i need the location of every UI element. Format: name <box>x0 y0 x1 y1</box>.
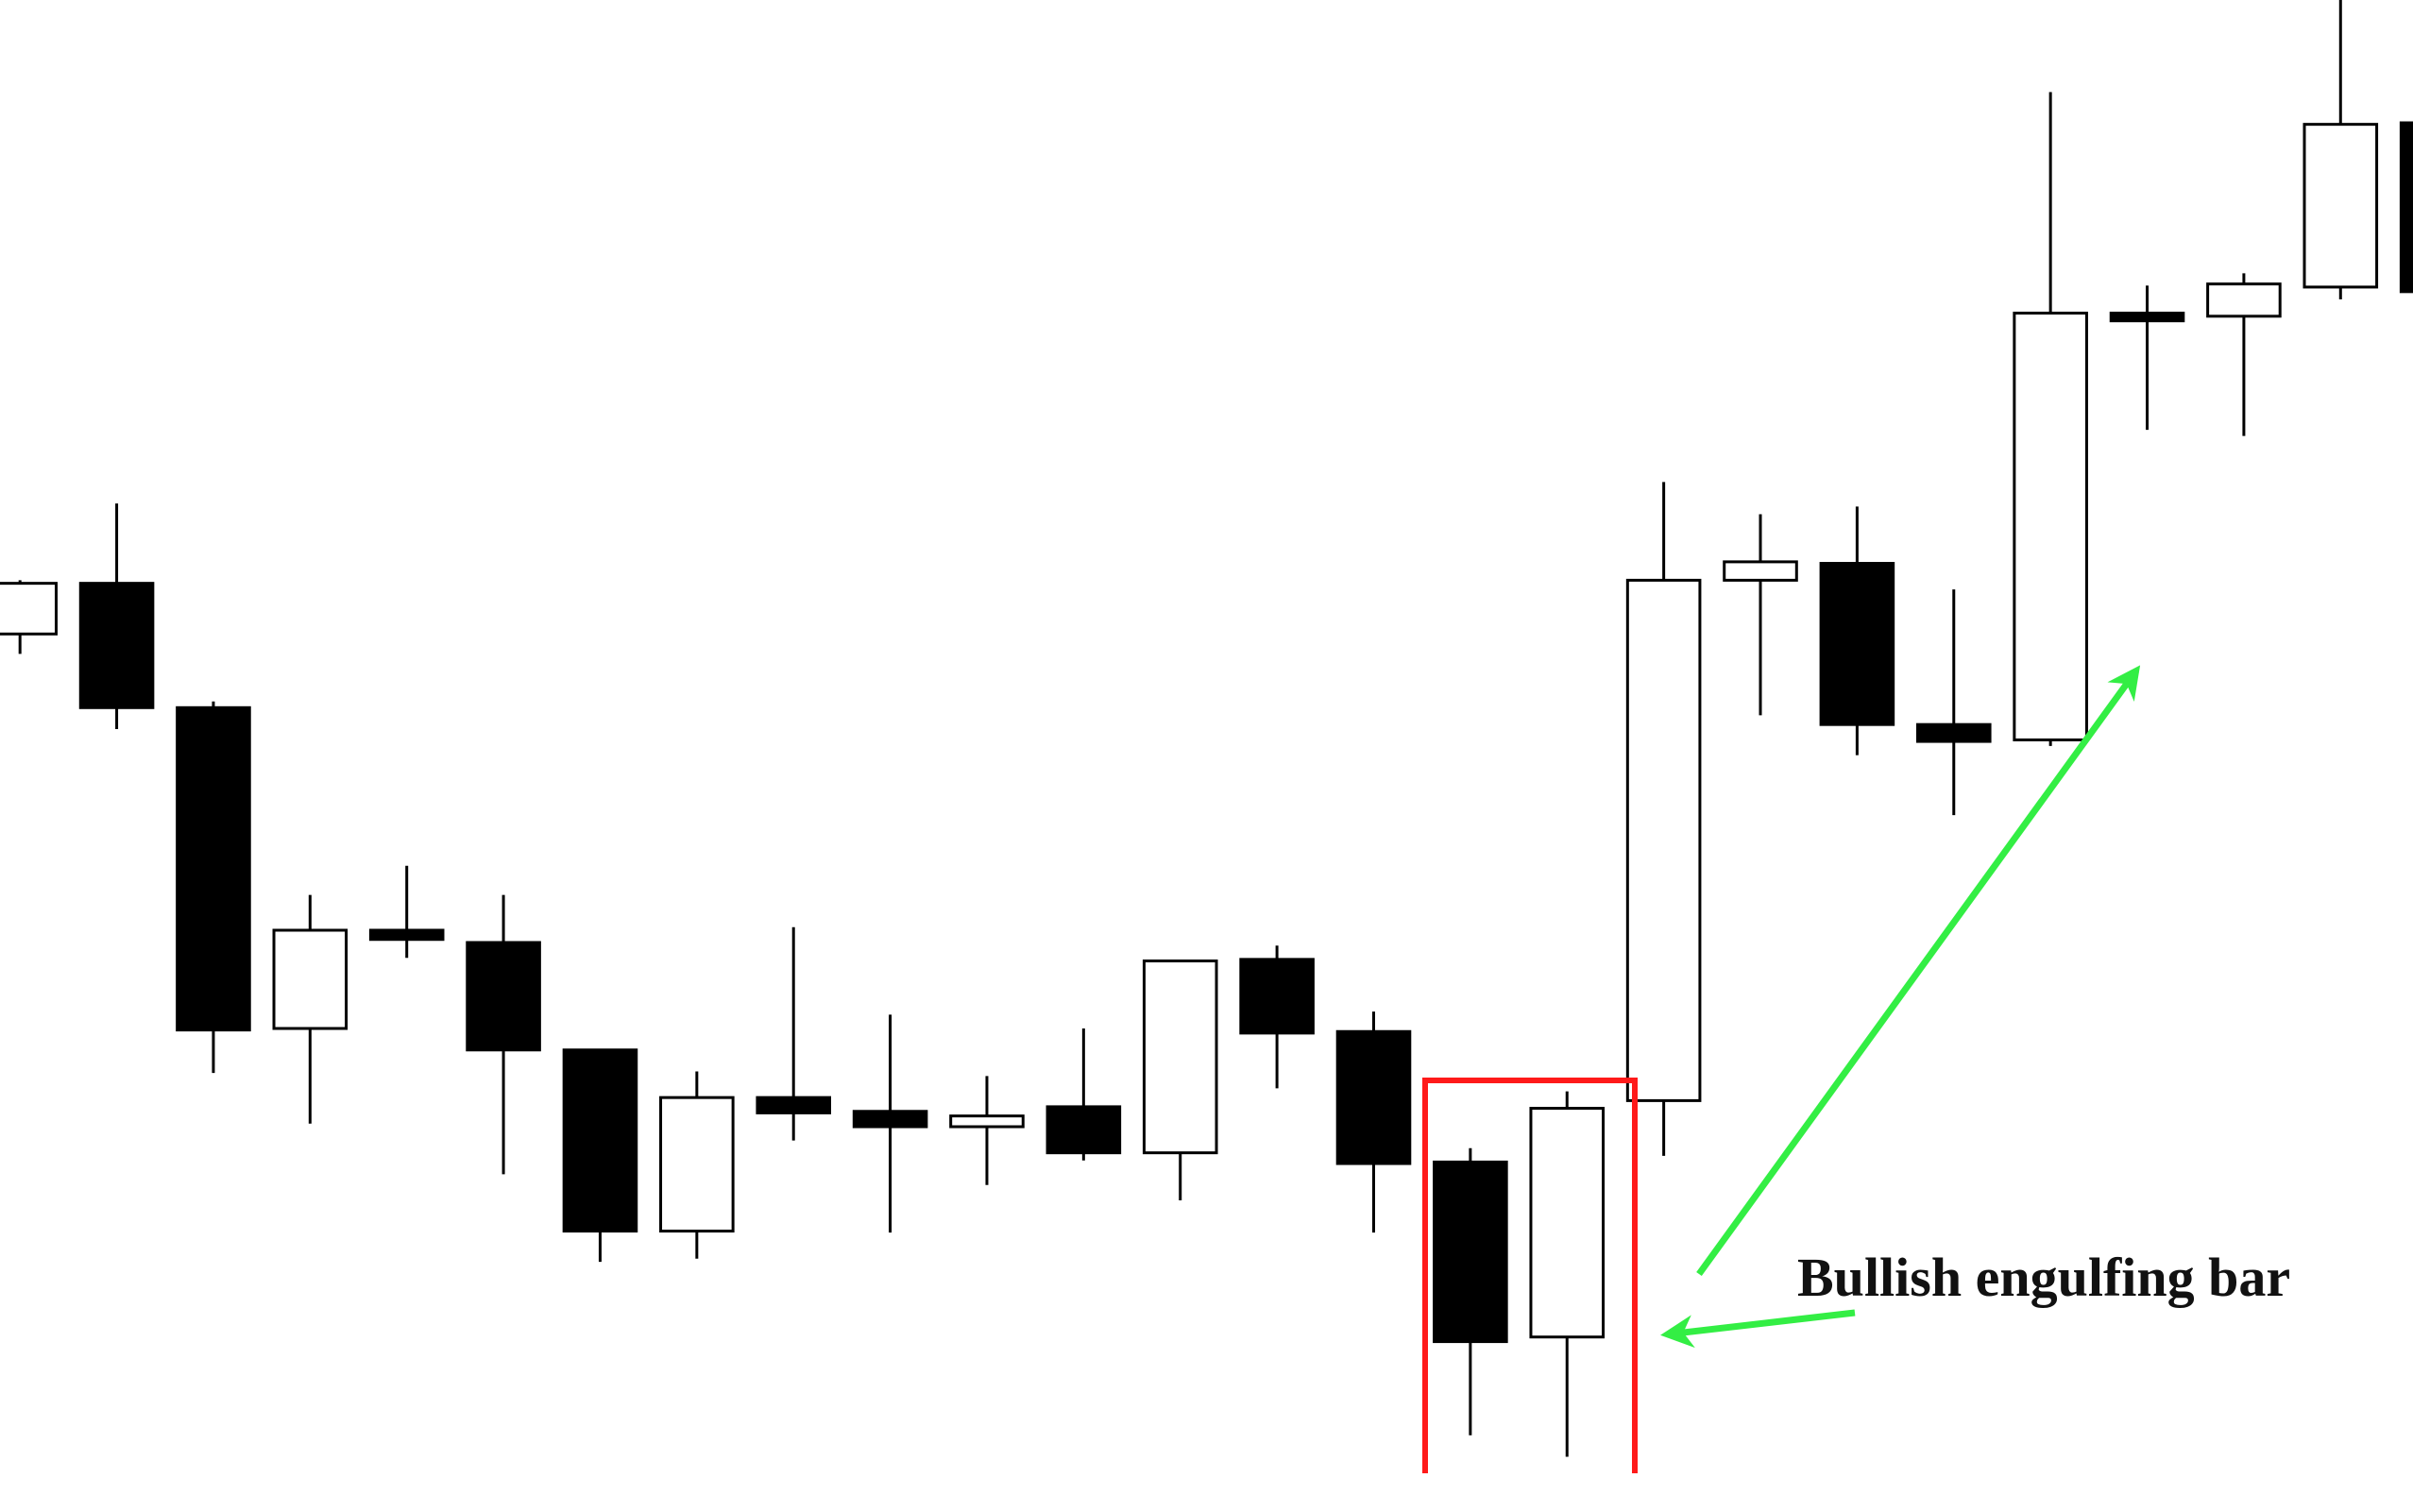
highlight-box <box>1422 1078 1638 1473</box>
body <box>2303 123 2379 289</box>
body <box>949 1114 1025 1129</box>
body <box>852 1110 928 1129</box>
annotation: Bullish engulfing bar <box>1797 1247 2290 1308</box>
body <box>1915 722 1992 743</box>
pointer-arrow <box>1660 1309 1856 1349</box>
body <box>78 582 155 709</box>
candles <box>0 0 2413 1457</box>
body <box>1625 578 1702 1102</box>
body <box>272 928 348 1030</box>
body <box>368 928 445 942</box>
body <box>1723 560 1798 582</box>
body <box>1142 959 1218 1155</box>
body <box>176 705 251 1032</box>
body <box>466 941 541 1052</box>
body <box>1433 1160 1508 1344</box>
trend-arrow <box>1696 665 2141 1277</box>
body <box>2109 312 2185 323</box>
body <box>1239 958 1315 1035</box>
body <box>659 1096 735 1233</box>
body <box>1529 1107 1606 1339</box>
body <box>1819 562 1895 726</box>
body <box>1335 1029 1412 1165</box>
body <box>1045 1105 1122 1155</box>
body <box>756 1096 832 1114</box>
body <box>2206 282 2282 318</box>
body <box>2399 121 2413 294</box>
body <box>562 1048 638 1233</box>
body <box>2013 312 2088 741</box>
body <box>0 582 58 636</box>
